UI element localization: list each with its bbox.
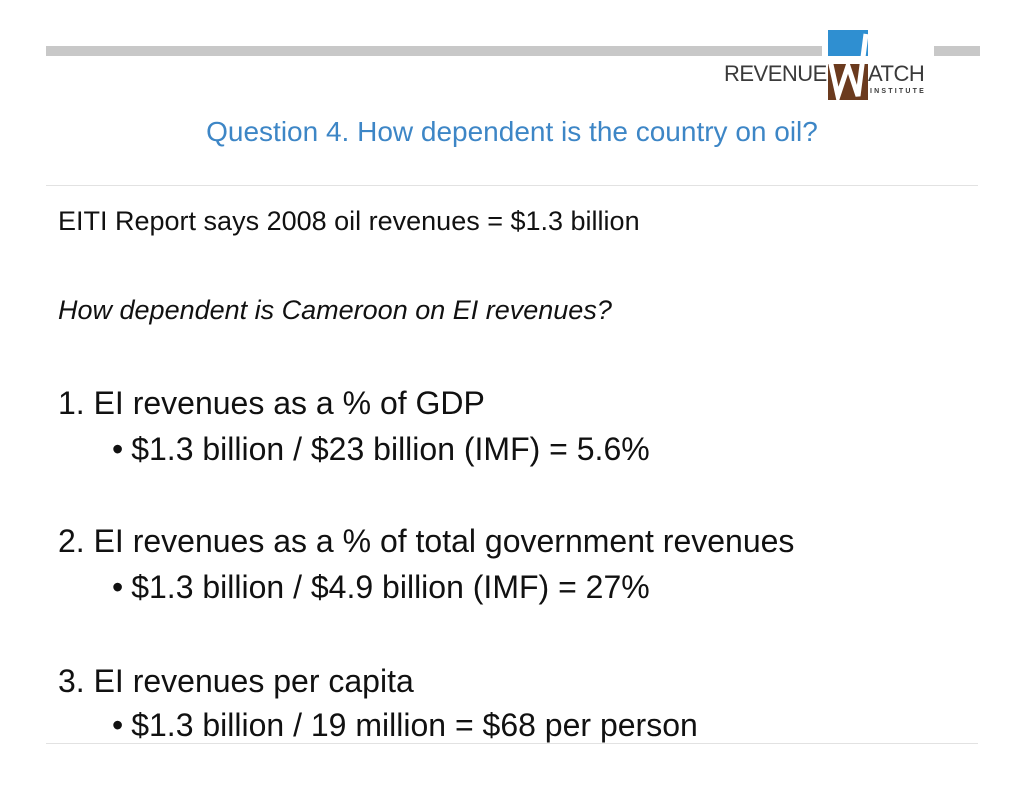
logo-subtitle: INSTITUTE <box>870 88 926 95</box>
header-bar-right <box>934 46 980 56</box>
bullet-icon: • <box>112 569 124 605</box>
bullet-icon: • <box>112 431 124 467</box>
footer-divider <box>46 743 978 744</box>
item-3-bullet-text: $1.3 billion / 19 million = $68 per pers… <box>131 707 698 743</box>
logo-w-mark <box>828 30 868 100</box>
slide-title: Question 4. How dependent is the country… <box>206 116 818 147</box>
revenue-watch-logo: REVENUE ATCH INSTITUTE <box>722 30 932 102</box>
item-3-heading: 3. EI revenues per capita <box>58 663 414 699</box>
item-2-bullet: • $1.3 billion / $4.9 billion (IMF) = 27% <box>112 568 650 606</box>
bullet-icon: • <box>112 707 124 743</box>
item-1-heading: 1. EI revenues as a % of GDP <box>58 385 485 421</box>
item-1-bullet-text: $1.3 billion / $23 billion (IMF) = 5.6% <box>131 431 650 467</box>
question-text: How dependent is Cameroon on EI revenues… <box>58 295 612 325</box>
title-divider <box>46 185 978 186</box>
intro-text: EITI Report says 2008 oil revenues = $1.… <box>58 206 640 236</box>
item-3-bullet: • $1.3 billion / 19 million = $68 per per… <box>112 706 698 744</box>
logo-text-revenue: REVENUE <box>724 61 827 86</box>
item-2-heading: 2. EI revenues as a % of total governmen… <box>58 523 795 559</box>
item-1-bullet: • $1.3 billion / $23 billion (IMF) = 5.6% <box>112 430 650 468</box>
item-2-bullet-text: $1.3 billion / $4.9 billion (IMF) = 27% <box>131 569 650 605</box>
header-bar-left <box>46 46 822 56</box>
logo-text-atch: ATCH <box>868 61 925 86</box>
